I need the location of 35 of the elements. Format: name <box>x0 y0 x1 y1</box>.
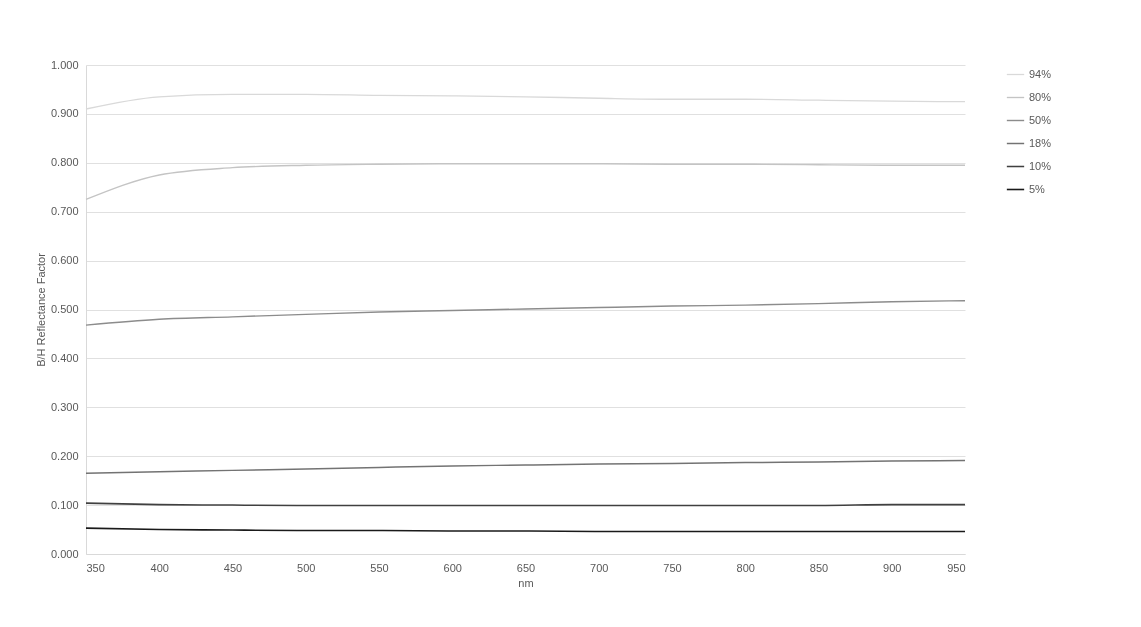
line-series <box>85 299 966 326</box>
line-series <box>85 163 966 201</box>
y-tick-label: 0.200 <box>50 449 79 462</box>
y-tick-label: 0.800 <box>50 156 79 169</box>
y-tick-label: 0.900 <box>50 107 79 120</box>
x-tick-label: 400 <box>150 561 169 574</box>
x-tick-label: 450 <box>223 561 243 574</box>
y-tick-label: 0.100 <box>50 498 79 511</box>
y-tick-label: 0.700 <box>50 205 79 218</box>
legend-label: 5% <box>1029 182 1046 195</box>
legend-label: 10% <box>1029 159 1052 172</box>
legend-label: 50% <box>1029 113 1052 126</box>
x-tick-label: 900 <box>883 561 902 574</box>
legend-label: 94% <box>1029 67 1052 80</box>
y-tick-label: 0.300 <box>50 400 79 413</box>
y-tick-label: 1.000 <box>50 58 79 71</box>
x-tick-label: 600 <box>443 561 462 574</box>
x-tick-label: 950 <box>947 561 966 574</box>
x-tick-label: 850 <box>809 561 829 574</box>
x-tick-label: 700 <box>590 561 609 574</box>
x-tick-label: 650 <box>516 561 536 574</box>
line-series <box>85 459 966 475</box>
x-tick-label: 500 <box>297 561 316 574</box>
y-axis-title: B/H Reflectance Factor <box>34 252 47 367</box>
y-tick-label: 0.500 <box>50 303 79 315</box>
y-tick-label: 0.400 <box>50 351 79 364</box>
legend-label: 18% <box>1029 136 1052 149</box>
x-tick-label: 800 <box>736 561 755 574</box>
x-tick-label: 550 <box>370 561 389 574</box>
legend-label: 80% <box>1029 90 1052 103</box>
x-axis-title: nm <box>518 576 534 589</box>
y-tick-label: 0.000 <box>50 547 79 560</box>
x-tick-label: 350 <box>86 561 105 574</box>
y-tick-label: 0.600 <box>50 254 79 267</box>
x-tick-label: 750 <box>663 561 682 574</box>
